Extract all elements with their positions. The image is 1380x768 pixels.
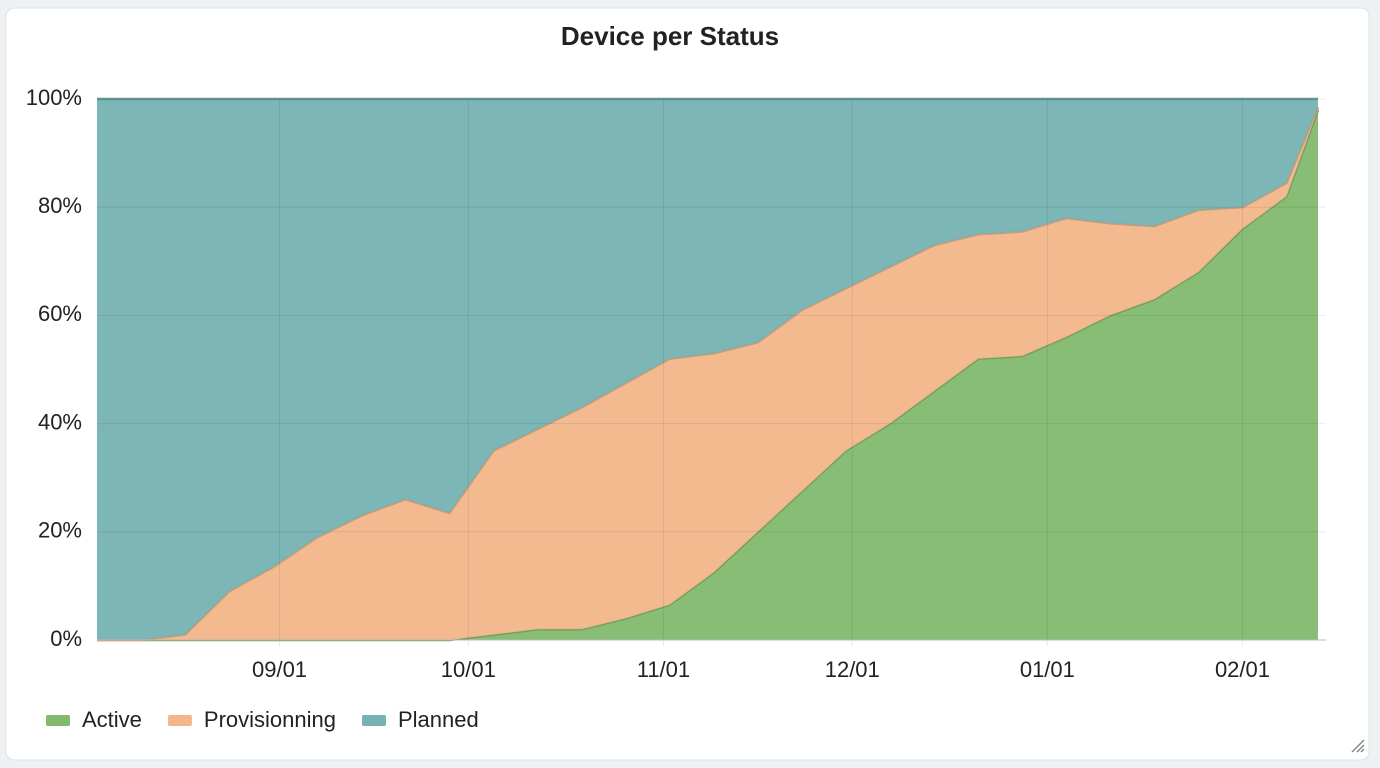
- legend-label: Planned: [398, 707, 479, 732]
- area: [97, 107, 1318, 641]
- legend-label: Provisionning: [204, 707, 336, 732]
- legend-label: Active: [82, 707, 142, 732]
- x-tick-label: 12/01: [825, 657, 880, 682]
- y-tick-label: 40%: [38, 409, 82, 434]
- y-tick-label: 100%: [26, 85, 82, 110]
- x-tick-label: 11/01: [637, 657, 690, 682]
- x-tick-label: 09/01: [252, 657, 307, 682]
- area: [97, 109, 1318, 641]
- y-tick-label: 80%: [38, 193, 82, 218]
- y-tick-label: 60%: [38, 301, 82, 326]
- chart-title: Device per Status: [561, 21, 779, 51]
- legend-swatch: [167, 715, 192, 726]
- resize-handle[interactable]: [1351, 739, 1365, 753]
- y-tick-label: 0%: [50, 626, 82, 651]
- legend-swatch: [46, 715, 70, 726]
- areas: [97, 97, 1320, 642]
- x-tick-label: 10/01: [441, 657, 496, 682]
- area: [97, 99, 1318, 640]
- x-tick-label: 02/01: [1215, 657, 1270, 682]
- legend-swatch: [362, 715, 386, 726]
- y-tick-label: 20%: [38, 518, 82, 543]
- x-tick-label: 01/01: [1020, 657, 1075, 682]
